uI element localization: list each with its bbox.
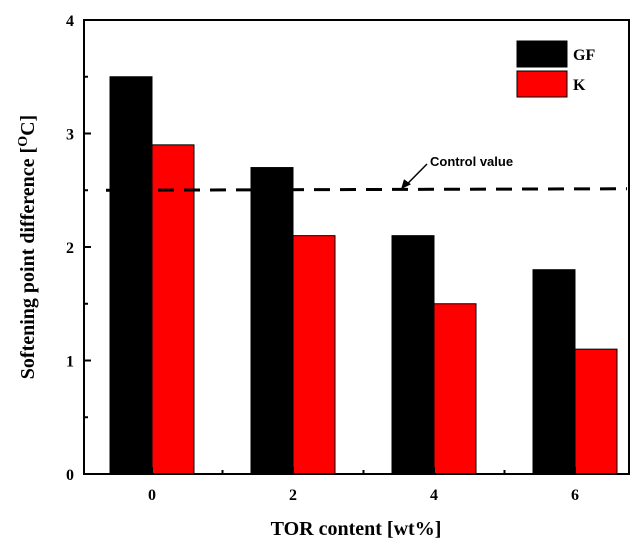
y-axis-title-superscript: O bbox=[16, 136, 31, 147]
legend-swatch-k bbox=[516, 70, 568, 98]
x-axis: 0 2 4 6 bbox=[148, 467, 579, 504]
legend-label-gf: GF bbox=[573, 47, 595, 64]
y-tick-label: 3 bbox=[66, 127, 74, 144]
control-value-arrowhead bbox=[401, 179, 411, 190]
y-axis-title: Softening point difference [OC] bbox=[16, 115, 39, 379]
bar-gf-6 bbox=[532, 269, 576, 475]
x-tick-label: 6 bbox=[571, 487, 579, 504]
bar-gf-0 bbox=[109, 76, 153, 475]
bar-k-6 bbox=[574, 348, 618, 475]
x-tick-label: 4 bbox=[430, 487, 438, 504]
y-tick-label: 2 bbox=[66, 240, 74, 257]
legend-swatch-gf bbox=[516, 40, 568, 68]
y-tick-label: 1 bbox=[66, 354, 74, 371]
control-value-arrow bbox=[405, 163, 428, 186]
y-tick-label: 4 bbox=[66, 13, 74, 30]
y-axis: 0 1 2 3 4 bbox=[66, 13, 91, 484]
bar-gf-4 bbox=[391, 235, 435, 475]
y-axis-title-tail: C] bbox=[17, 115, 39, 136]
legend: GF K bbox=[516, 40, 595, 98]
y-tick-label: 0 bbox=[66, 467, 74, 484]
bar-k-0 bbox=[151, 144, 195, 475]
y-axis-title-main: Softening point difference [ bbox=[17, 147, 39, 379]
bar-gf-2 bbox=[250, 167, 294, 475]
bar-k-2 bbox=[292, 235, 336, 475]
x-tick-label: 0 bbox=[148, 487, 156, 504]
control-value-label: Control value bbox=[430, 154, 513, 169]
bars-group bbox=[109, 76, 618, 475]
x-tick-label: 2 bbox=[289, 487, 297, 504]
legend-label-k: K bbox=[573, 77, 586, 94]
control-value-line bbox=[105, 187, 628, 192]
bar-k-4 bbox=[433, 303, 477, 475]
x-axis-title: TOR content [wt%] bbox=[271, 518, 442, 540]
